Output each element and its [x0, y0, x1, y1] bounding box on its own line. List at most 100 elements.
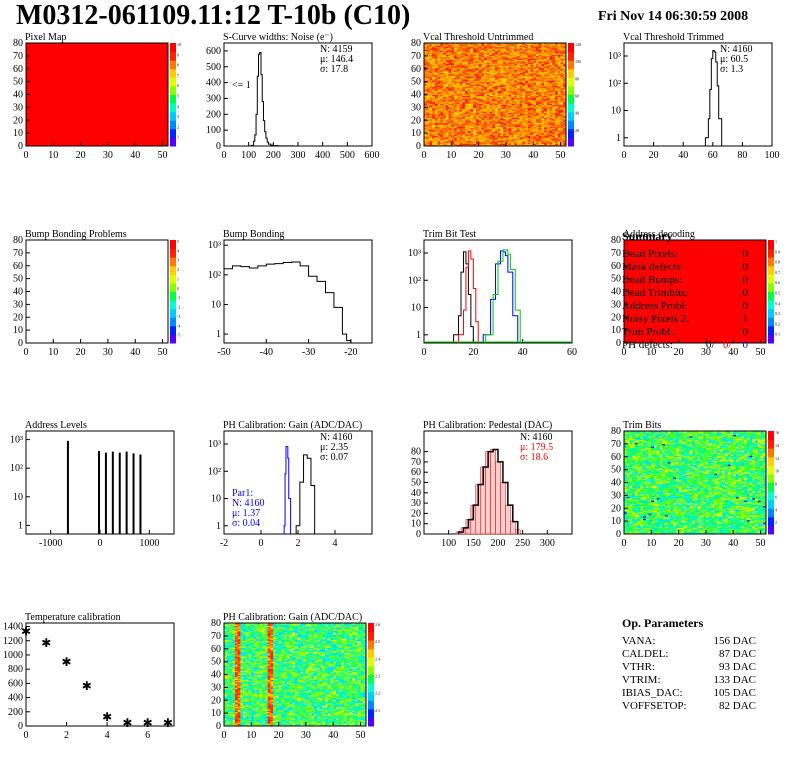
heatmap-cell [459, 127, 463, 130]
heatmap-cell [489, 70, 493, 72]
heatmap-cell [478, 131, 482, 134]
heatmap-cell [489, 97, 493, 99]
heatmap-cell [497, 59, 501, 62]
par-sigma: σ: 0.04 [232, 518, 260, 529]
heatmap-cell [484, 82, 488, 85]
heatmap-cell [478, 121, 482, 124]
y-tick-label: 1 [616, 133, 621, 144]
heatmap-cell [478, 49, 482, 52]
heatmap-cell [454, 104, 458, 107]
heatmap-cell [434, 79, 438, 81]
heatmap-cell [434, 81, 438, 84]
heatmap-cell [440, 73, 444, 76]
heatmap-cell [454, 131, 458, 134]
heatmap-cell [467, 52, 471, 54]
heatmap-cell [495, 113, 499, 116]
heatmap-cell [481, 43, 485, 45]
heatmap-cell [440, 113, 444, 116]
heatmap-cell [492, 106, 496, 108]
heatmap-cell [451, 118, 455, 121]
heatmap-cell [432, 73, 436, 76]
annotation: <= 1 [232, 80, 251, 91]
heatmap-cell [475, 49, 479, 52]
heatmap-cell [451, 52, 455, 54]
bar [505, 504, 511, 535]
heatmap-cell [454, 88, 458, 90]
heatmap-cell [475, 55, 479, 58]
heatmap-cell [443, 127, 447, 130]
heatmap-cell [456, 127, 460, 130]
heatmap-cell [462, 75, 466, 77]
heatmap-cell [470, 131, 474, 134]
heatmap-cell [475, 75, 479, 77]
heatmap-cell [489, 102, 493, 104]
heatmap-cell [478, 57, 482, 59]
color-scale-label: 8 [177, 63, 179, 68]
heatmap-cell [492, 52, 496, 54]
color-scale-label: 9 [177, 52, 179, 57]
heatmap-cell [456, 55, 460, 58]
heatmap-cell [432, 126, 436, 129]
heatmap-cell [448, 64, 452, 67]
heatmap-cell [467, 57, 471, 59]
heatmap-cell [429, 80, 433, 82]
heatmap-cell [454, 143, 458, 146]
heatmap-cell [443, 44, 447, 46]
heatmap-cell [424, 44, 428, 46]
heatmap-cell [497, 58, 501, 61]
heatmap-cell [456, 58, 460, 61]
heatmap-cell [484, 48, 488, 50]
heatmap-cell [429, 76, 433, 79]
heatmap-cell [464, 99, 468, 102]
heatmap-cell [443, 89, 447, 91]
heatmap-cell [443, 103, 447, 106]
heatmap-cell [462, 136, 466, 139]
heatmap-cell [432, 86, 436, 89]
heatmap-cell [497, 109, 501, 112]
heatmap-cell [437, 70, 441, 72]
heatmap-cell [426, 77, 430, 80]
heatmap-cell [426, 139, 430, 142]
heatmap-cell [484, 55, 488, 58]
y-tick-label: 10 [13, 128, 23, 139]
heatmap-cell [475, 107, 479, 109]
heatmap-cell [451, 72, 455, 75]
heatmap-cell [489, 91, 493, 94]
heatmap-cell [437, 93, 441, 95]
heatmap-cell [467, 58, 471, 61]
heatmap-cell [475, 66, 479, 68]
heatmap-cell [432, 63, 436, 66]
heatmap-cell [478, 66, 482, 68]
heatmap-cell [424, 94, 428, 97]
heatmap-cell [486, 75, 490, 77]
heatmap-cell [451, 79, 455, 81]
heatmap-cell [443, 104, 447, 107]
heatmap-cell [454, 90, 458, 93]
heatmap-cell [462, 64, 466, 67]
heatmap-cell [445, 45, 449, 48]
y-tick-label: 10 [13, 325, 23, 336]
heatmap-cell [424, 58, 428, 61]
heatmap-cell [434, 52, 438, 54]
heatmap-cell [497, 54, 501, 57]
heatmap-cell [440, 63, 444, 66]
heatmap-cell [497, 121, 501, 124]
heatmap-cell [434, 97, 438, 99]
heatmap-cell [443, 121, 447, 124]
heatmap-cell [462, 63, 466, 66]
heatmap-cell [464, 108, 468, 111]
heatmap-cell [486, 107, 490, 109]
heatmap-cell [451, 111, 455, 113]
heatmap-cell [459, 94, 463, 97]
x-tick-label: 10 [48, 347, 58, 358]
heatmap-cell [470, 68, 474, 71]
heatmap-cell [478, 55, 482, 58]
y-tick-label: 10 [211, 299, 221, 310]
heatmap-cell [443, 79, 447, 81]
heatmap-cell [473, 111, 477, 113]
heatmap-cell [464, 59, 468, 62]
heatmap-cell [443, 124, 447, 126]
heatmap-cell [424, 48, 428, 50]
heatmap-cell [440, 55, 444, 58]
heatmap-cell [437, 134, 441, 136]
